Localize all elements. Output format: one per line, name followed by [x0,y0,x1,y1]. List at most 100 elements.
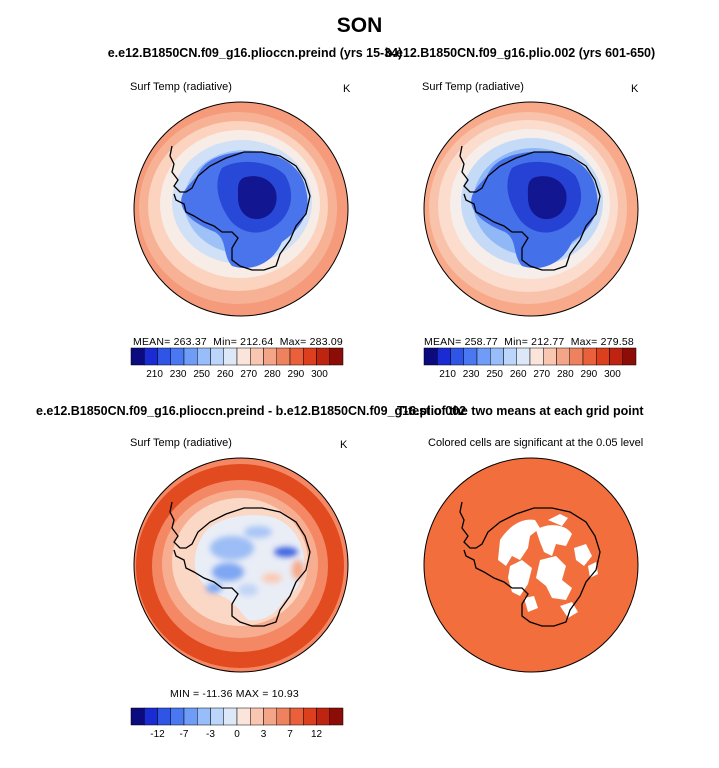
colorbar-swatch [223,347,238,366]
max-value: 283.09 [309,336,343,348]
colorbar-swatch [170,347,185,366]
colorbar-swatch [236,707,251,726]
colorbar-swatch [289,347,304,366]
panel-a-title: e.e12.B1850CN.f09_g16.plioccn.preind (yr… [107,46,403,60]
colorbar-tick-label: 260 [217,369,234,380]
panel-c-map [134,458,348,672]
colorbar-swatch [303,707,317,726]
max-value: 10.93 [271,688,299,700]
colorbar-swatch [316,347,330,366]
min-value: -11.36 [202,688,233,700]
panel-a-colorbar: 210 230 250 260 270 280 290 300 [130,347,344,380]
colorbar-tick-label: 280 [264,369,281,380]
panel-c-title: e.e12.B1850CN.f09_g16.plioccn.preind - b… [36,404,467,418]
panel-d-map [424,458,638,672]
max-label: MAX = [235,688,269,700]
colorbar-swatch [210,347,224,366]
colorbar-tick-label: 7 [287,729,293,740]
colorbar-swatch [210,707,224,726]
colorbar-swatch [556,347,570,366]
panel-d-border [423,457,639,673]
colorbar-swatch [236,347,251,366]
ice-sheet-coldest [237,176,277,220]
colorbar-swatch [263,347,277,366]
colorbar-tick-label: 260 [510,369,527,380]
colorbar-swatch [329,347,344,366]
panel-c-border [133,457,349,673]
panel-b-colorbar: 210 230 250 260 270 280 290 300 [423,347,637,380]
colorbar-swatch [250,707,264,726]
colorbar-swatch [197,707,211,726]
panel-c-stats: MIN = -11.36 MAX = 10.93 [170,688,299,700]
colorbar-tick-label: 250 [193,369,210,380]
max-value: 279.58 [600,336,634,348]
colorbar-tick-label: -12 [150,729,165,740]
colorbar-swatch [476,347,491,366]
diff-negative-patches [206,526,304,596]
colorbar-swatch [170,707,185,726]
colorbar-swatch [516,347,531,366]
min-value: 212.77 [531,336,565,348]
colorbar-swatch [596,347,610,366]
colorbar-swatch [157,347,171,366]
colorbar-tick-label: 210 [146,369,163,380]
colorbar-tick-label: 0 [234,729,240,740]
panel-b-stats: MEAN= 258.77 Min= 212.77 Max= 279.58 [424,336,634,348]
colorbar-swatch [250,347,264,366]
colorbar-swatch [144,347,158,366]
diff-ring-strong [136,464,344,668]
panel-b-units: K [631,83,639,95]
colorbar-tick-label: 280 [557,369,574,380]
colorbar-swatch [130,707,145,726]
panel-d-subtitle: Colored cells are significant at the 0.0… [428,437,644,449]
panel-b-title: b.e12.B1850CN.f09_g16.plio.002 (yrs 601-… [384,46,656,60]
panel-b-subtitle: Surf Temp (radiative) [422,81,524,93]
colorbar-swatch [529,347,544,366]
colorbar-tick-label: 290 [288,369,305,380]
colorbar-swatch [130,347,145,366]
colorbar-tick-label: 230 [170,369,187,380]
colorbar-swatch [289,707,304,726]
colorbar-tick-label: -3 [206,729,215,740]
colorbar-tick-label: 300 [311,369,328,380]
min-label: Min= [504,336,529,348]
panel-c-colorbar: -12 -7 -3 0 3 7 12 [130,707,344,740]
colorbar-tick-label: 230 [463,369,480,380]
panel-d-title: T-test of the two means at each grid poi… [397,404,644,418]
colorbar-tick-label: -7 [180,729,189,740]
colorbar-swatch [276,347,291,366]
colorbar-tick-label: 12 [311,729,323,740]
panel-a-map [134,102,348,316]
colorbar-swatch [157,707,171,726]
colorbar-swatch [144,707,158,726]
ice-sheet-coldest [527,176,567,220]
colorbar-swatch [183,707,198,726]
colorbar-swatch [622,347,637,366]
significant-cells [424,458,638,672]
colorbar-tick-label: 290 [581,369,598,380]
antarctica-coastline [169,501,311,627]
colorbar-swatch [197,347,211,366]
panel-c-subtitle: Surf Temp (radiative) [130,437,232,449]
max-label: Max= [279,336,307,348]
colorbar-swatch [450,347,464,366]
colorbar-swatch [303,347,317,366]
panel-b-map [424,102,638,316]
antarctica-coastline [169,145,311,271]
colorbar-swatch [316,707,330,726]
panel-a-border [133,101,349,317]
colorbar-tick-label: 210 [439,369,456,380]
colorbar-swatch [543,347,557,366]
min-value: 212.64 [240,336,274,348]
colorbar-swatch [437,347,451,366]
insignificant-cells [498,514,598,618]
colorbar-swatch [569,347,584,366]
colorbar-swatch [223,707,238,726]
colorbar-swatch [263,707,277,726]
colorbar-swatch [276,707,291,726]
colorbar-swatch [582,347,597,366]
colorbar-swatch [423,347,438,366]
colorbar-swatch [183,347,198,366]
mean-value: 258.77 [464,336,498,348]
